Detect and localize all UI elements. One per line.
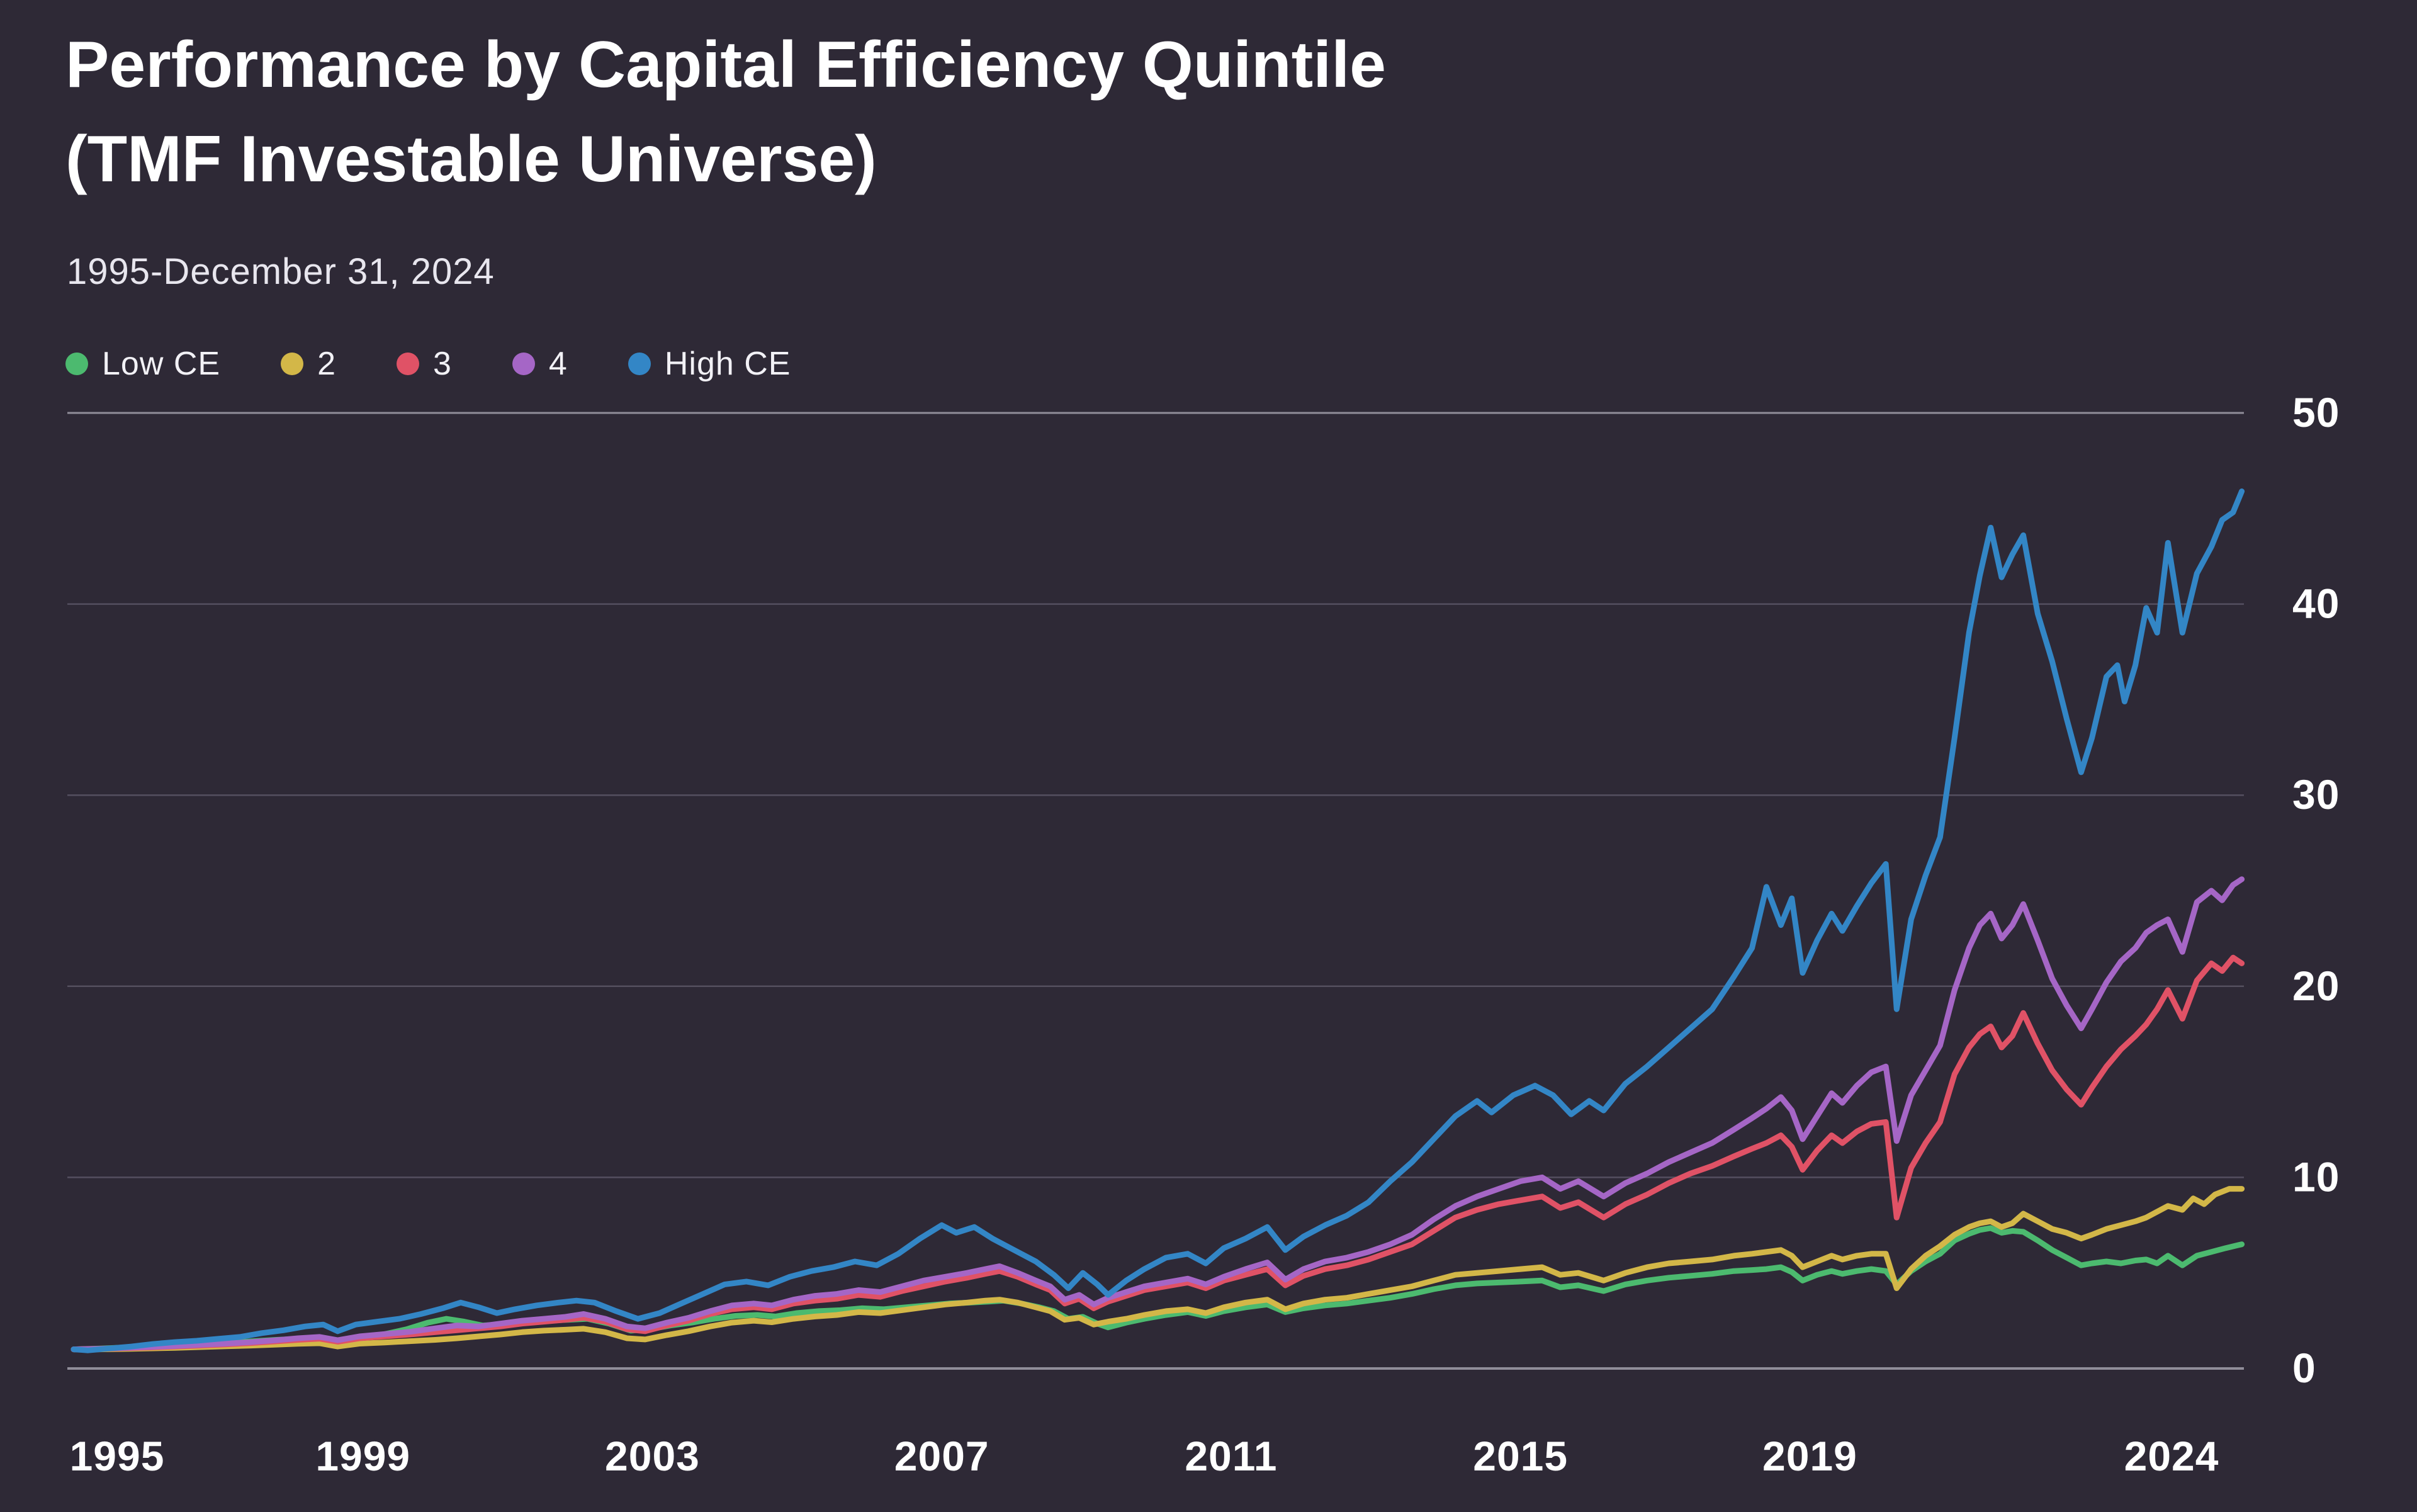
x-axis-label-2007: 2007 <box>894 1433 989 1479</box>
legend-label-quintile-4: 4 <box>548 346 568 382</box>
chart-title-line1: Performance by Capital Efficiency Quinti… <box>65 28 1386 101</box>
series-line-2 <box>70 1186 2245 1353</box>
x-axis-label-2011: 2011 <box>1185 1433 1277 1479</box>
series-line-4 <box>70 876 2245 1353</box>
legend-dot-high-ce-icon <box>628 353 651 375</box>
legend-label-quintile-3: 3 <box>433 346 452 382</box>
series-line-3 <box>70 954 2245 1353</box>
legend-label-low-ce: Low CE <box>102 346 221 382</box>
legend-dot-quintile-4-icon <box>512 353 535 375</box>
y-axis-label-50: 50 <box>2292 389 2340 436</box>
x-axis-label-2019: 2019 <box>1762 1433 1857 1479</box>
chart-subtitle: 1995-December 31, 2024 <box>67 251 495 292</box>
legend-item-quintile-4: 4 <box>512 345 568 383</box>
chart-title-line2: (TMF Investable Universe) <box>65 123 877 196</box>
legend-label-high-ce: High CE <box>664 346 791 382</box>
series-line-high-ce <box>70 488 2245 1353</box>
legend-dot-quintile-2-icon <box>281 353 304 375</box>
y-axis-label-10: 10 <box>2292 1153 2340 1200</box>
legend-item-low-ce: Low CE <box>65 345 220 383</box>
x-axis-label-2003: 2003 <box>605 1433 700 1479</box>
chart-title: Performance by Capital Efficiency Quinti… <box>65 18 1386 206</box>
legend-item-high-ce: High CE <box>628 345 791 383</box>
y-axis-label-30: 30 <box>2292 771 2340 818</box>
legend-item-quintile-2: 2 <box>281 345 336 383</box>
y-axis-label-20: 20 <box>2292 962 2340 1009</box>
chart-legend: Low CE 2 3 4 High CE <box>65 345 791 383</box>
x-axis-label-2024: 2024 <box>2124 1433 2219 1479</box>
x-axis-label-1995: 1995 <box>70 1433 165 1479</box>
legend-label-quintile-2: 2 <box>317 346 336 382</box>
x-axis-label-1999: 1999 <box>315 1433 410 1479</box>
y-axis-label-0: 0 <box>2292 1345 2316 1391</box>
legend-dot-low-ce-icon <box>65 353 88 375</box>
x-axis-label-2015: 2015 <box>1473 1433 1568 1479</box>
y-axis-label-40: 40 <box>2292 580 2340 627</box>
legend-dot-quintile-3-icon <box>397 353 419 375</box>
legend-item-quintile-3: 3 <box>397 345 452 383</box>
